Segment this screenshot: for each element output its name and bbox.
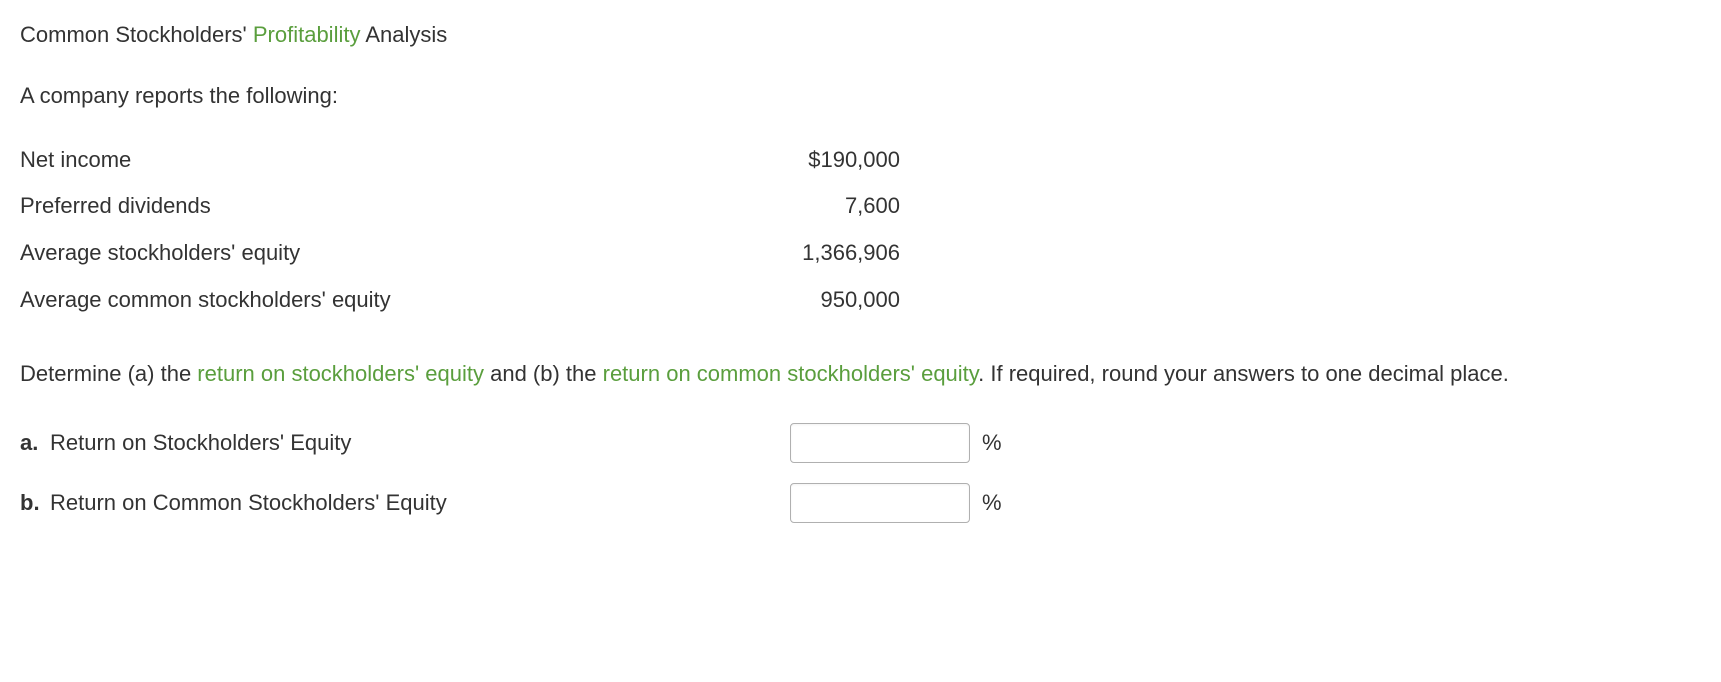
answer-row-b: b. Return on Common Stockholders' Equity…: [20, 483, 1701, 523]
percent-sign: %: [982, 428, 1002, 459]
data-row: Net income $190,000: [20, 137, 1701, 184]
return-stockholders-equity-input[interactable]: [790, 423, 970, 463]
data-value: $190,000: [680, 145, 900, 176]
data-label: Average stockholders' equity: [20, 238, 680, 269]
instructions-part3: . If required, round your answers to one…: [978, 361, 1509, 386]
answer-text: Return on Common Stockholders' Equity: [50, 488, 790, 519]
return-common-stockholders-equity-input[interactable]: [790, 483, 970, 523]
data-row: Preferred dividends 7,600: [20, 183, 1701, 230]
data-value: 950,000: [680, 285, 900, 316]
data-label: Preferred dividends: [20, 191, 680, 222]
instructions: Determine (a) the return on stockholders…: [20, 354, 1701, 394]
page-title: Common Stockholders' Profitability Analy…: [20, 20, 1701, 51]
instructions-part1: Determine (a) the: [20, 361, 197, 386]
title-part1: Common Stockholders': [20, 22, 253, 47]
data-value: 7,600: [680, 191, 900, 222]
answer-label-wrapper: b. Return on Common Stockholders' Equity: [20, 488, 790, 519]
data-row: Average stockholders' equity 1,366,906: [20, 230, 1701, 277]
data-label: Average common stockholders' equity: [20, 285, 680, 316]
title-highlighted: Profitability: [253, 22, 361, 47]
answer-section: a. Return on Stockholders' Equity % b. R…: [20, 423, 1701, 523]
title-part2: Analysis: [360, 22, 447, 47]
percent-sign: %: [982, 488, 1002, 519]
data-value: 1,366,906: [680, 238, 900, 269]
data-label: Net income: [20, 145, 680, 176]
data-table: Net income $190,000 Preferred dividends …: [20, 137, 1701, 324]
instructions-highlight2: return on common stockholders' equity: [603, 361, 979, 386]
answer-text: Return on Stockholders' Equity: [50, 428, 790, 459]
instructions-part2: and (b) the: [484, 361, 603, 386]
answer-letter: b.: [20, 488, 50, 519]
instructions-highlight1: return on stockholders' equity: [197, 361, 484, 386]
answer-row-a: a. Return on Stockholders' Equity %: [20, 423, 1701, 463]
data-row: Average common stockholders' equity 950,…: [20, 277, 1701, 324]
intro-text: A company reports the following:: [20, 81, 1701, 112]
answer-letter: a.: [20, 428, 50, 459]
answer-label-wrapper: a. Return on Stockholders' Equity: [20, 428, 790, 459]
